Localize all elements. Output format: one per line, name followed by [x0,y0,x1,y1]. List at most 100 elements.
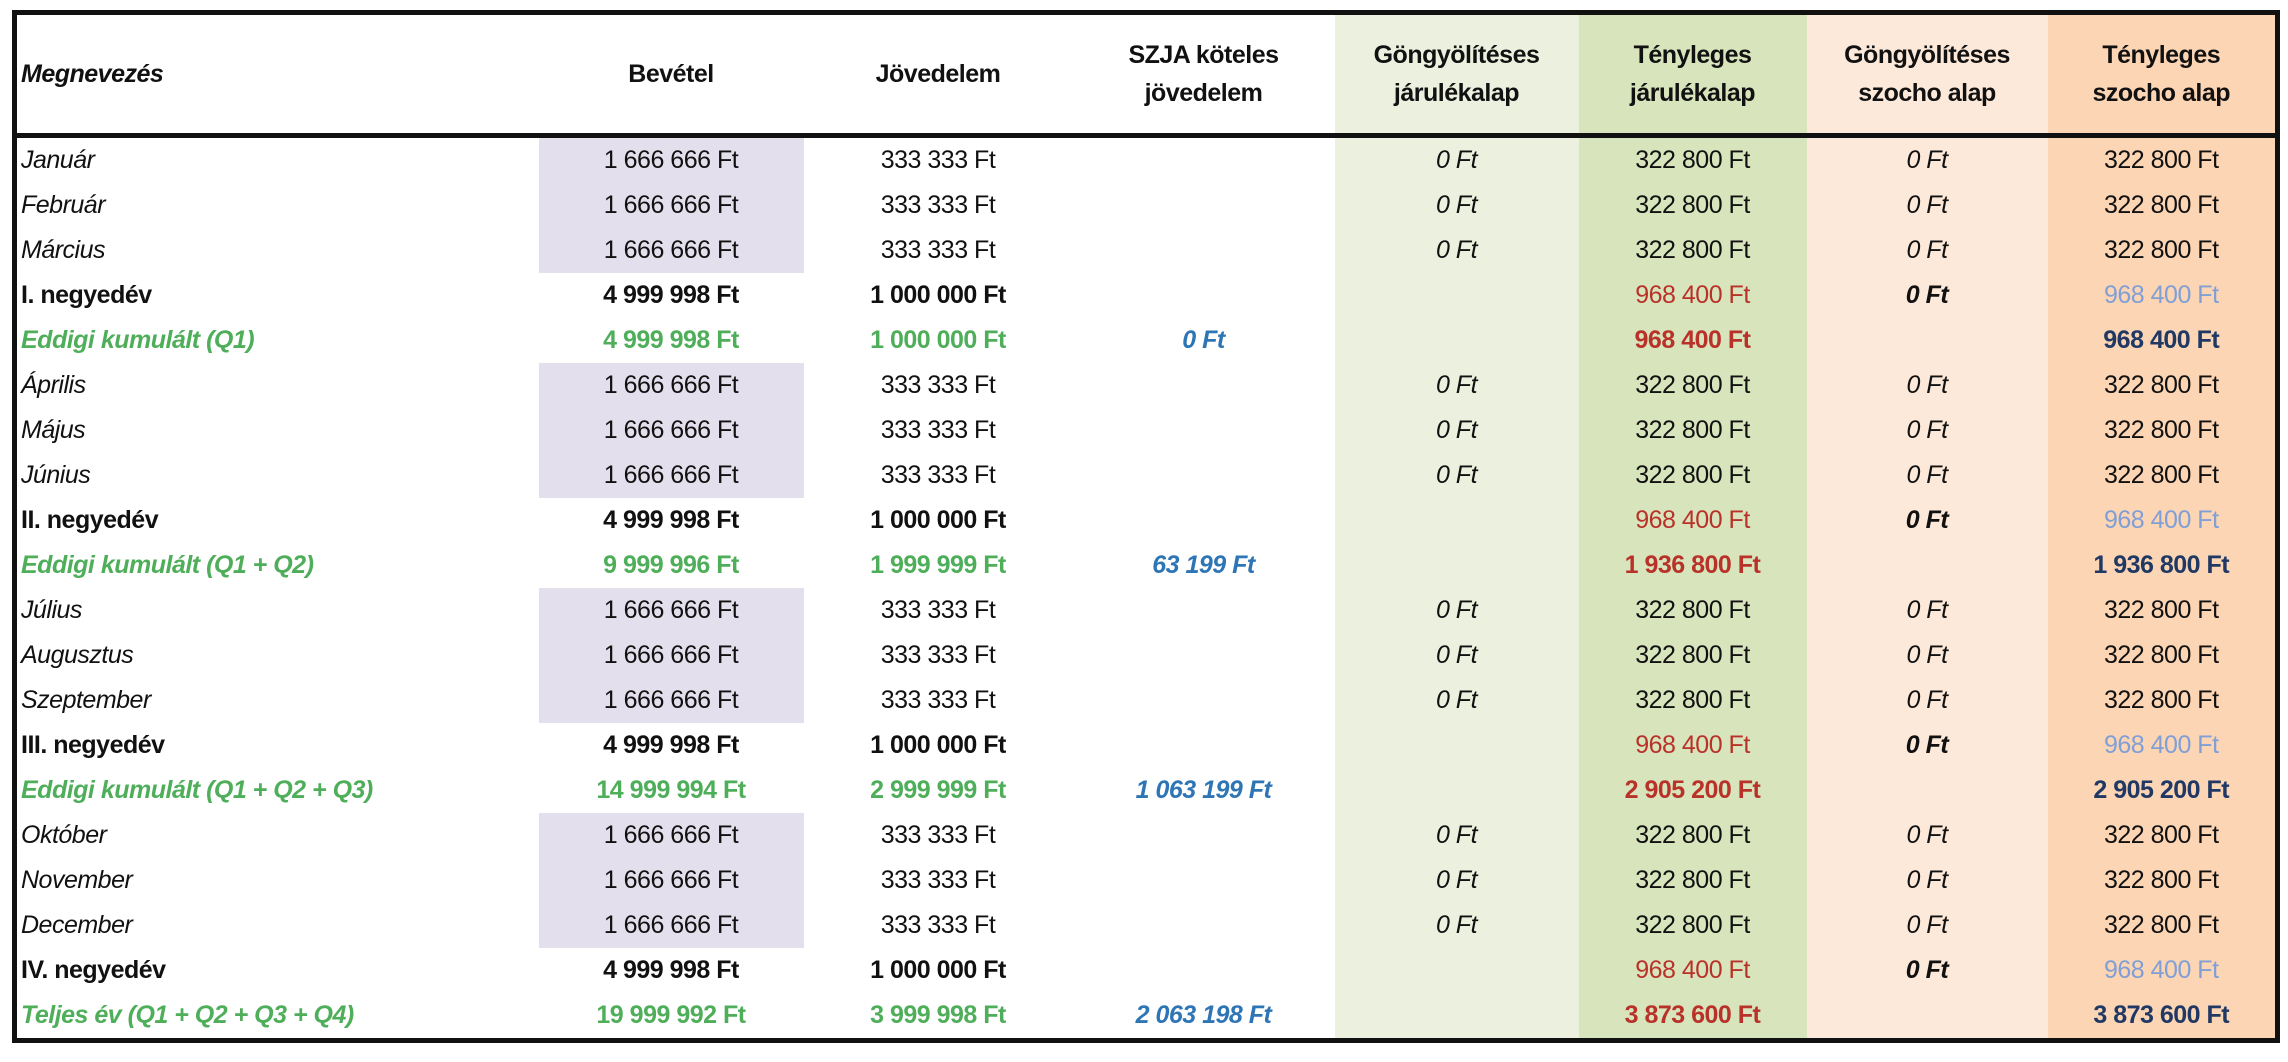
cell-jovedelem: 333 333 Ft [880,461,996,489]
cell-bevetel: 1 666 666 Ft [538,183,804,228]
month-row: Június 1 666 666 Ft 333 333 Ft 0 Ft 322 800 … [15,453,2278,498]
cell-szja-koteles-jovedelem [1073,408,1335,453]
cell-tenyleges-szocho-alap: 968 400 Ft [2047,318,2278,363]
month-row: Szeptember 1 666 666 Ft 333 333 Ft 0 Ft 322 … [15,678,2278,723]
cell-bevetel: 1 666 666 Ft [538,228,804,273]
cell-tenyleges-jarulekalap: 3 873 600 Ft [1578,993,1807,1041]
cell-jovedelem: 333 333 Ft [880,641,996,669]
cell-tenyleges-szocho-alap: 322 800 Ft [2047,858,2278,903]
cell-tenyleges-szocho-alap: 322 800 Ft [2047,588,2278,633]
cell-name: Szeptember [21,686,151,714]
cell-szja-koteles-jovedelem [1073,678,1335,723]
cell-szja-koteles-jovedelem: 63 199 Ft [1152,551,1255,579]
cell-name: II. negyedév [21,506,159,534]
month-row: Április 1 666 666 Ft 333 333 Ft 0 Ft 322 800… [15,363,2278,408]
header-szja-koteles-jovedelem: SZJA köteles jövedelem [1072,12,1335,138]
cumul-row: Eddigi kumulált (Q1 + Q2 + Q3) 14 999 994… [15,768,2278,813]
cell-name: November [21,866,133,894]
cell-bevetel: 4 999 998 Ft [603,956,739,984]
cell-tenyleges-jarulekalap: 968 400 Ft [1578,723,1807,768]
cell-gongyoliteses-szocho-alap: 0 Ft [1806,948,2048,993]
cell-bevetel: 1 666 666 Ft [538,633,804,678]
cell-name: Február [21,191,106,219]
cell-bevetel: 1 666 666 Ft [538,588,804,633]
cell-name: IV. negyedév [21,956,166,984]
cell-gongyoliteses-jarulekalap [1334,723,1579,768]
cell-bevetel: 1 666 666 Ft [538,678,804,723]
month-row: Március 1 666 666 Ft 333 333 Ft 0 Ft 322 800… [15,228,2278,273]
cell-tenyleges-szocho-alap: 2 905 200 Ft [2047,768,2278,813]
cell-jovedelem: 333 333 Ft [880,371,996,399]
cell-bevetel: 4 999 998 Ft [603,506,739,534]
cell-gongyoliteses-jarulekalap: 0 Ft [1334,363,1579,408]
cell-gongyoliteses-jarulekalap [1334,993,1579,1041]
cell-szja-koteles-jovedelem [1073,903,1335,948]
cell-tenyleges-jarulekalap: 322 800 Ft [1578,633,1807,678]
cell-gongyoliteses-szocho-alap: 0 Ft [1806,498,2048,543]
cell-bevetel: 19 999 992 Ft [596,1001,746,1029]
month-row: November 1 666 666 Ft 333 333 Ft 0 Ft 322 80… [15,858,2278,903]
month-row: Augusztus 1 666 666 Ft 333 333 Ft 0 Ft 322 8… [15,633,2278,678]
table-body: Január 1 666 666 Ft 333 333 Ft 0 Ft 322 800 … [15,135,2278,1041]
cell-gongyoliteses-szocho-alap: 0 Ft [1806,813,2048,858]
header-tenyleges-jarulekalap: Tényleges járulékalap [1578,12,1807,138]
cell-szja-koteles-jovedelem: 0 Ft [1182,326,1225,354]
cell-gongyoliteses-jarulekalap: 0 Ft [1334,588,1579,633]
quarter-row: I. negyedév 4 999 998 Ft 1 000 000 Ft 968 4… [15,273,2278,318]
cell-jovedelem: 333 333 Ft [880,596,996,624]
cell-jovedelem: 333 333 Ft [880,416,996,444]
cell-tenyleges-szocho-alap: 322 800 Ft [2047,678,2278,723]
cell-bevetel: 1 666 666 Ft [538,858,804,903]
cell-szja-koteles-jovedelem [1073,183,1335,228]
cell-tenyleges-jarulekalap: 322 800 Ft [1578,363,1807,408]
cell-name: Március [21,236,106,264]
cell-bevetel: 1 666 666 Ft [538,453,804,498]
cell-jovedelem: 1 000 000 Ft [870,506,1006,534]
cell-gongyoliteses-szocho-alap [1806,768,2048,813]
cell-name: Teljes év (Q1 + Q2 + Q3 + Q4) [21,1001,354,1029]
cell-tenyleges-szocho-alap: 322 800 Ft [2047,135,2278,183]
month-row: Július 1 666 666 Ft 333 333 Ft 0 Ft 322 800 … [15,588,2278,633]
cell-gongyoliteses-szocho-alap: 0 Ft [1806,453,2048,498]
cell-szja-koteles-jovedelem [1073,453,1335,498]
cell-gongyoliteses-jarulekalap: 0 Ft [1334,813,1579,858]
cell-gongyoliteses-jarulekalap: 0 Ft [1334,228,1579,273]
cell-jovedelem: 333 333 Ft [880,146,996,174]
cell-tenyleges-szocho-alap: 322 800 Ft [2047,633,2278,678]
cell-name: Július [21,596,82,624]
cell-gongyoliteses-jarulekalap: 0 Ft [1334,408,1579,453]
cell-jovedelem: 1 000 000 Ft [870,956,1006,984]
month-row: December 1 666 666 Ft 333 333 Ft 0 Ft 322 80… [15,903,2278,948]
header-gongyoliteses-szocho-alap: Göngyölítéses szocho alap [1806,12,2048,138]
header-jovedelem: Jövedelem [803,12,1073,138]
cell-name: Eddigi kumulált (Q1) [21,326,255,354]
cell-tenyleges-jarulekalap: 2 905 200 Ft [1578,768,1807,813]
cell-jovedelem: 333 333 Ft [880,686,996,714]
cell-jovedelem: 1 000 000 Ft [870,281,1006,309]
cell-bevetel: 1 666 666 Ft [538,135,804,183]
cell-bevetel: 4 999 998 Ft [603,731,739,759]
cell-gongyoliteses-szocho-alap: 0 Ft [1806,273,2048,318]
cell-tenyleges-szocho-alap: 322 800 Ft [2047,813,2278,858]
cumul-row: Eddigi kumulált (Q1 + Q2) 9 999 996 Ft 1 9… [15,543,2278,588]
quarter-row: IV. negyedév 4 999 998 Ft 1 000 000 Ft 968 … [15,948,2278,993]
cell-bevetel: 1 666 666 Ft [538,903,804,948]
cell-tenyleges-jarulekalap: 968 400 Ft [1578,498,1807,543]
cell-jovedelem: 2 999 999 Ft [870,776,1006,804]
month-row: Május 1 666 666 Ft 333 333 Ft 0 Ft 322 800 F… [15,408,2278,453]
cell-gongyoliteses-szocho-alap: 0 Ft [1806,183,2048,228]
quarter-row: II. negyedév 4 999 998 Ft 1 000 000 Ft 968 … [15,498,2278,543]
cell-name: Eddigi kumulált (Q1 + Q2) [21,551,314,579]
cell-gongyoliteses-jarulekalap [1334,768,1579,813]
cell-tenyleges-jarulekalap: 322 800 Ft [1578,228,1807,273]
cell-szja-koteles-jovedelem [1073,858,1335,903]
cell-gongyoliteses-szocho-alap [1806,543,2048,588]
header-bevetel: Bevétel [538,12,804,138]
cell-name: Január [21,146,95,174]
cell-gongyoliteses-jarulekalap [1334,948,1579,993]
cell-gongyoliteses-jarulekalap [1334,543,1579,588]
cell-name: III. negyedév [21,731,165,759]
cell-tenyleges-szocho-alap: 968 400 Ft [2047,948,2278,993]
cell-jovedelem: 333 333 Ft [880,236,996,264]
cell-tenyleges-szocho-alap: 322 800 Ft [2047,183,2278,228]
